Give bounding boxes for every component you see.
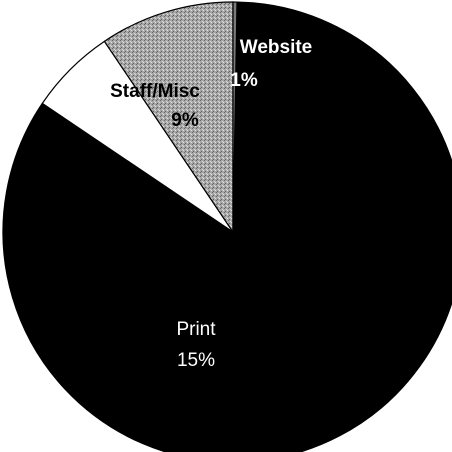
label-print: Print <box>176 319 216 340</box>
value-label-staff-misc: 9% <box>171 110 199 131</box>
label-website: Website <box>240 37 313 58</box>
pie-slice-staff-misc <box>103 1 234 234</box>
pie-slice-website <box>232 1 238 233</box>
label-staff-misc: Staff/Misc <box>110 81 200 102</box>
value-label-print: 15% <box>177 350 215 371</box>
value-label-website: 1% <box>230 70 258 91</box>
label-internet: Internet <box>79 202 149 223</box>
value-label-internet: 28% <box>95 233 133 254</box>
pie-labels: Website 1% Staff/Misc 9% Internet 28% Print 15% <box>79 37 312 371</box>
